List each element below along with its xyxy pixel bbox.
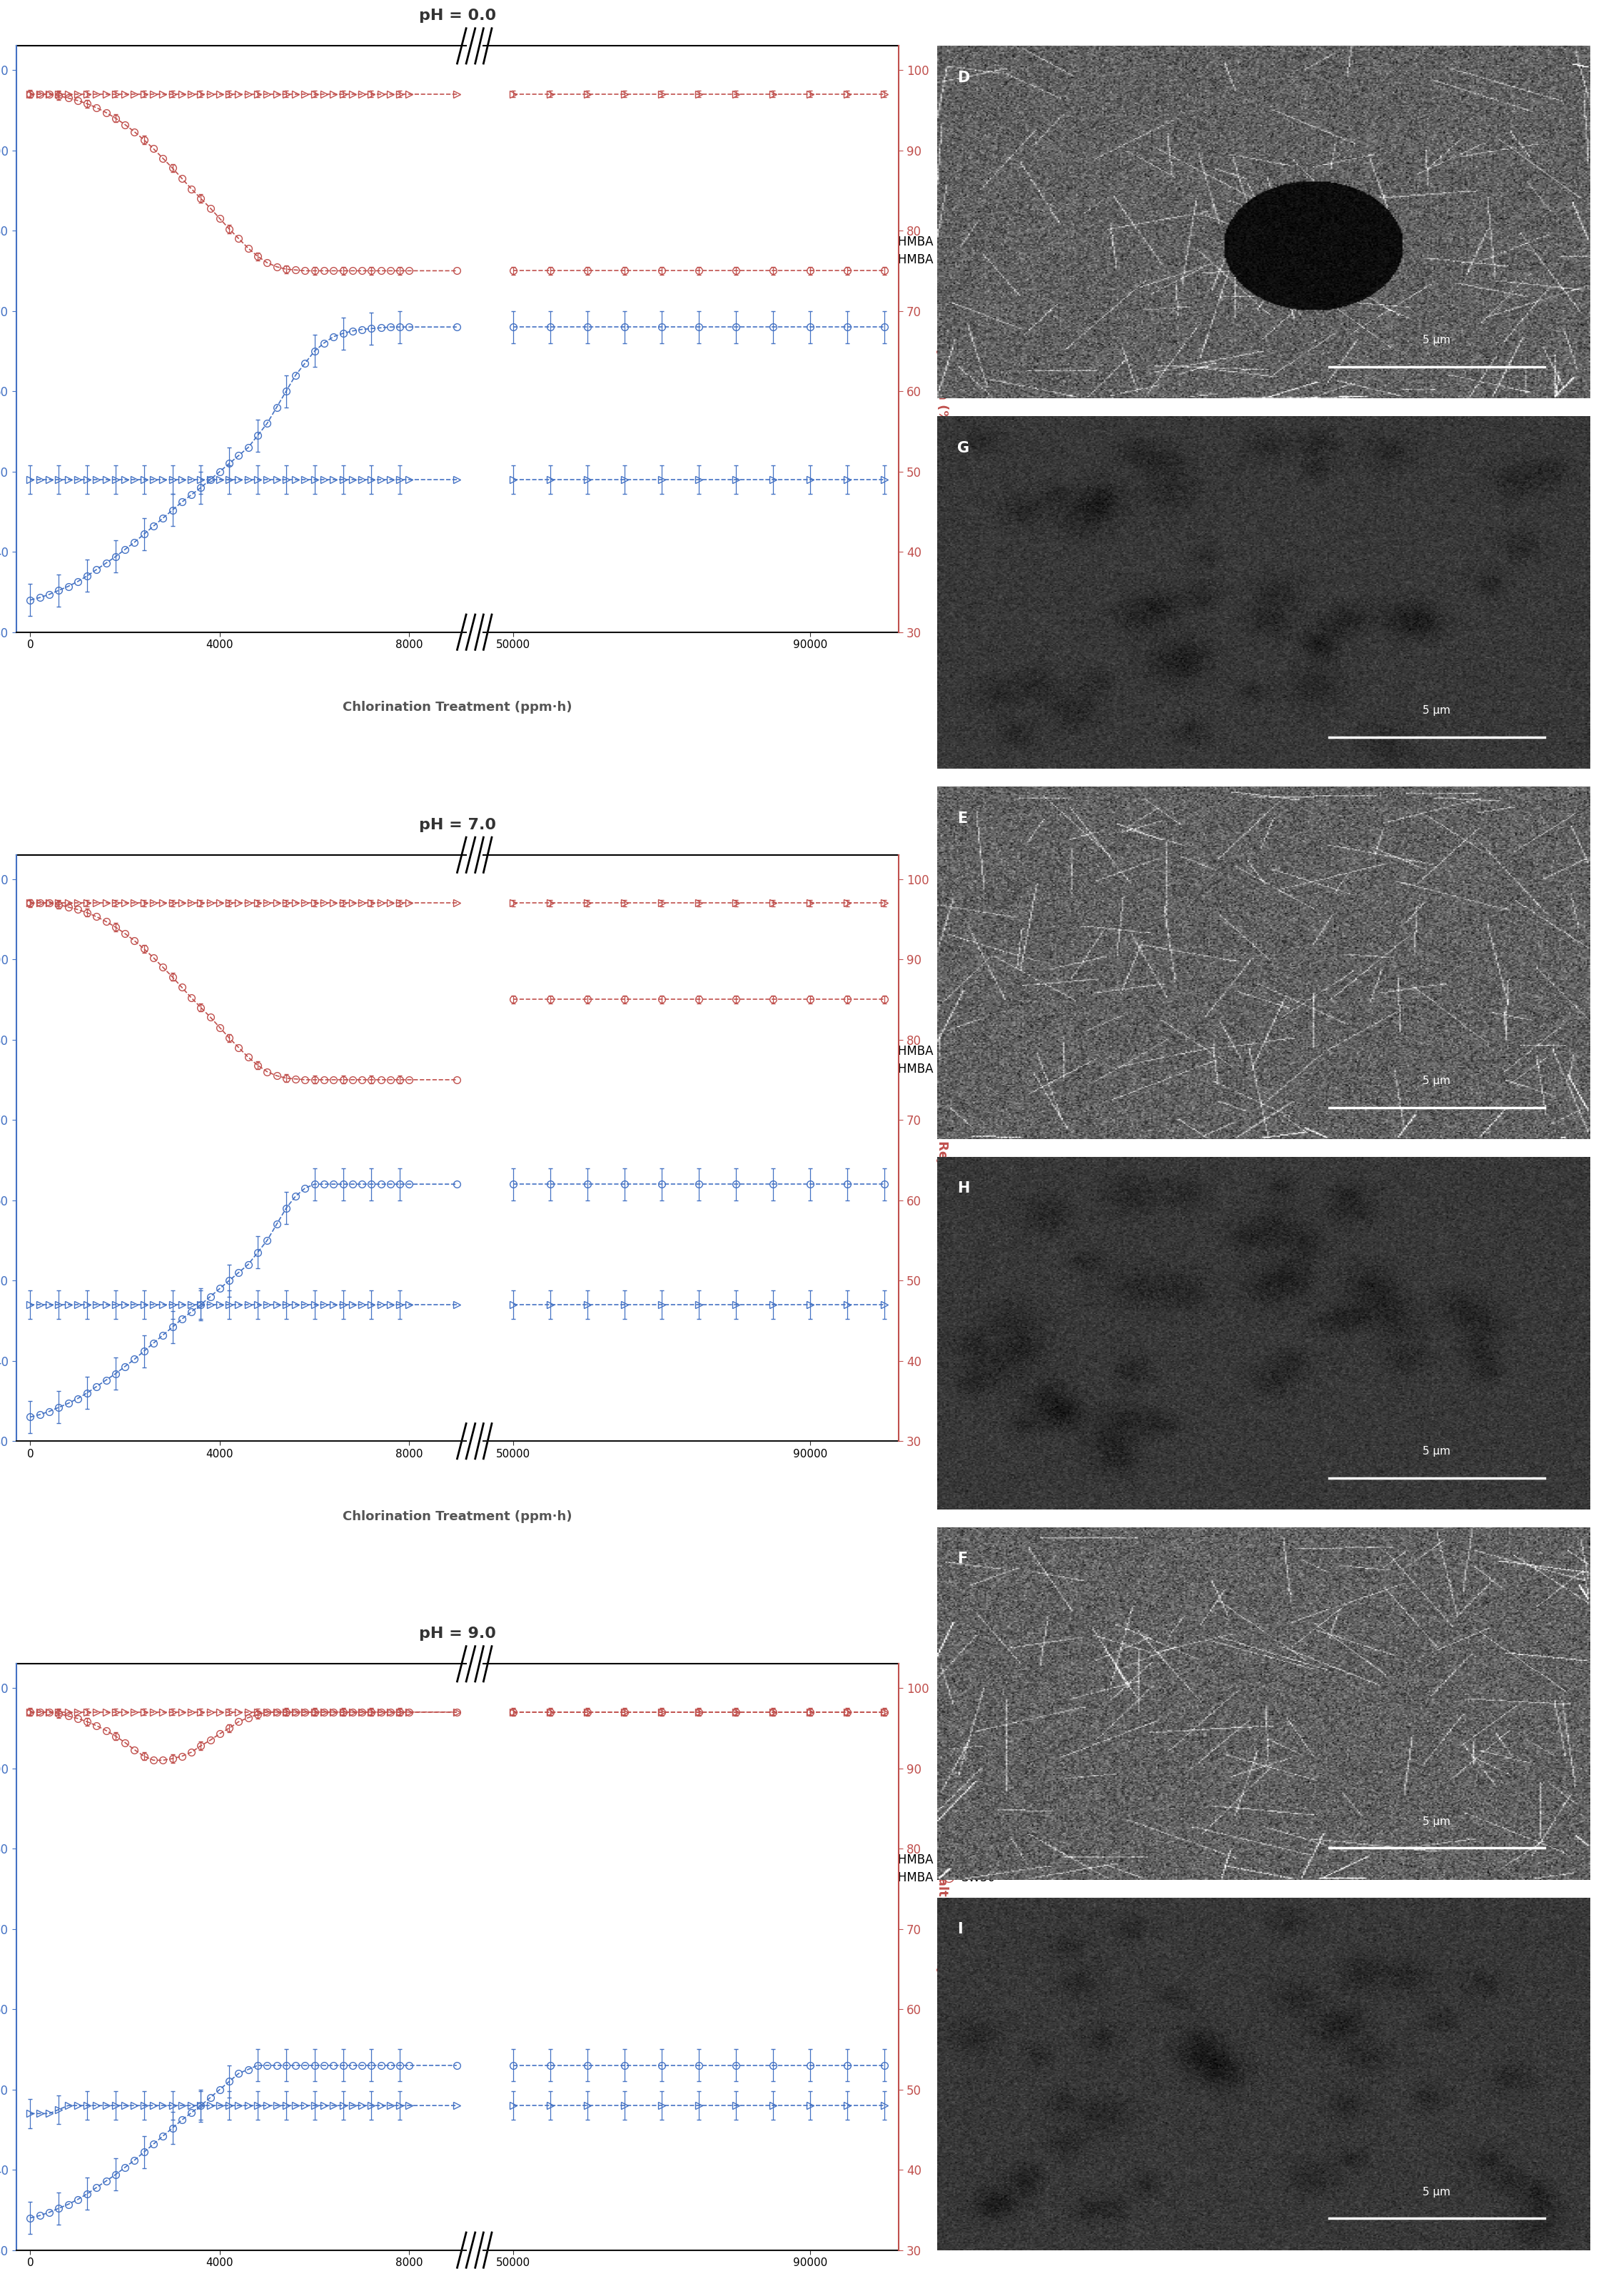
- Y-axis label: Salt (NaCl) Rejection (%): Salt (NaCl) Rejection (%): [936, 250, 949, 429]
- Legend: DHMBA, DHMBA, SW30, SW30: DHMBA, DHMBA, SW30, SW30: [862, 232, 1001, 271]
- Y-axis label: Salt (NaCl) Rejection (%): Salt (NaCl) Rejection (%): [936, 1058, 949, 1238]
- Text: 5 μm: 5 μm: [1423, 1816, 1450, 1828]
- Text: pH = 7.0: pH = 7.0: [419, 817, 496, 831]
- Text: 5 μm: 5 μm: [1423, 1446, 1450, 1456]
- Text: 5 μm: 5 μm: [1423, 1075, 1450, 1086]
- Text: 5 μm: 5 μm: [1423, 705, 1450, 716]
- Text: Chlorination Treatment (ppm·h): Chlorination Treatment (ppm·h): [342, 700, 572, 714]
- Text: pH = 0.0: pH = 0.0: [419, 9, 496, 23]
- Text: 5 μm: 5 μm: [1423, 2186, 1450, 2197]
- Legend: DHMBA, DHMBA, SW30, SW30: DHMBA, DHMBA, SW30, SW30: [862, 1848, 1001, 1890]
- Text: pH = 9.0: pH = 9.0: [419, 1626, 496, 1642]
- Y-axis label: Salt (NaCl) Rejection (%): Salt (NaCl) Rejection (%): [936, 1867, 949, 2046]
- Legend: DHMBA, DHMBA, SW30, SW30: DHMBA, DHMBA, SW30, SW30: [862, 1040, 1001, 1079]
- Text: 5 μm: 5 μm: [1423, 335, 1450, 347]
- Text: G: G: [957, 441, 968, 455]
- Text: H: H: [957, 1182, 970, 1196]
- Text: I: I: [957, 1922, 962, 1936]
- Text: F: F: [957, 1552, 967, 1566]
- Text: D: D: [957, 71, 970, 85]
- Text: E: E: [957, 810, 967, 827]
- Text: Chlorination Treatment (ppm·h): Chlorination Treatment (ppm·h): [342, 1511, 572, 1522]
